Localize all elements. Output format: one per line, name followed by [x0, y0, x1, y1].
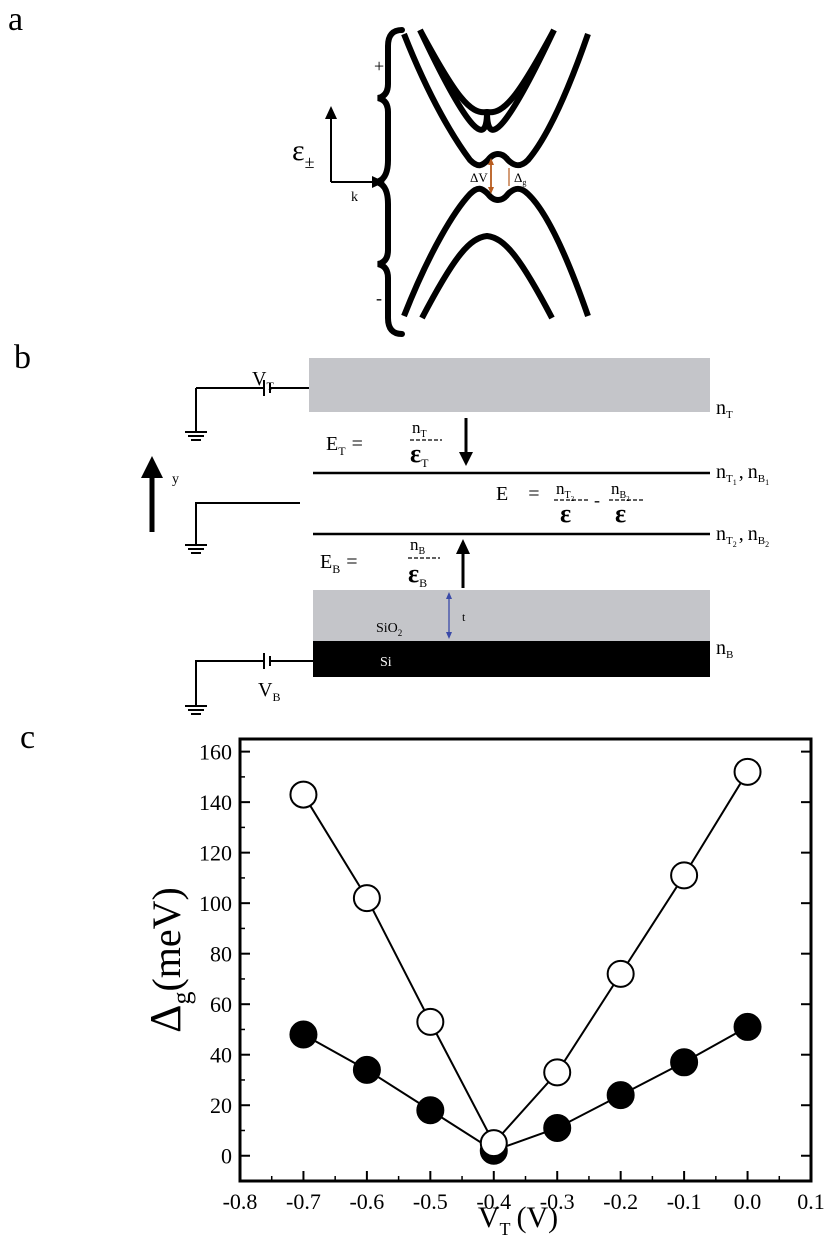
plot-frame — [238, 737, 813, 1183]
lower-band-mexican-hat — [401, 185, 591, 318]
si-label: Si — [380, 655, 392, 670]
open-circle-point — [289, 780, 318, 809]
sio2-layer — [313, 590, 710, 641]
delta-v-label: ΔV — [470, 170, 488, 185]
e-minus: - — [594, 490, 600, 510]
ground-icon — [185, 431, 207, 441]
eb-denominator: εB — [408, 559, 427, 590]
x-tick-label: -0.1 — [667, 1189, 702, 1214]
layer2-density-label: nT2, nB2 — [716, 523, 769, 549]
et-numerator: nT — [412, 418, 427, 440]
epsilon-label: ε± — [292, 134, 315, 172]
nb-label: nB — [716, 637, 733, 661]
ground-icon — [185, 705, 207, 715]
plus-label: + — [374, 56, 384, 76]
x-tick-label: 0.0 — [734, 1189, 762, 1214]
e-denominator-2: ε — [615, 499, 626, 528]
series-lines — [302, 771, 749, 1152]
open-circle-point — [733, 757, 762, 786]
e-numerator-1: nT2 — [556, 479, 575, 503]
x-tick-label: -0.4 — [476, 1189, 511, 1214]
panel-c: c -0.8 -0.7 -0.6 -0.5 -0.4 -0.3 -0.2 -0.1 0.0 0.1… — [20, 719, 825, 1239]
x-tick-label: -0.5 — [413, 1189, 448, 1214]
si-substrate — [313, 641, 710, 677]
t-label: t — [462, 610, 466, 624]
e-denominator-1: ε — [560, 499, 571, 528]
x-tick-label: -0.6 — [349, 1189, 384, 1214]
open-circle-point — [352, 884, 381, 913]
y-tick-label: 120 — [199, 841, 232, 866]
nt-label: nT — [716, 397, 733, 421]
filled-circle-point — [670, 1048, 699, 1077]
layer1-density-label: nT1, nB1 — [716, 461, 769, 487]
eb-numerator: nB — [410, 535, 426, 557]
filled-circle-point — [352, 1055, 381, 1084]
et-label: ET = — [326, 433, 363, 458]
lower-band-bottom — [419, 232, 555, 320]
y-tick-label: 100 — [199, 891, 232, 916]
filled-circle-point — [733, 1012, 762, 1041]
panel-a: a ε± k + - ΔV Δg — [8, 1, 591, 337]
x-tick-label: 0.1 — [797, 1189, 825, 1214]
ground-icon — [185, 544, 207, 554]
x-tick-label: -0.2 — [603, 1189, 638, 1214]
panel-b: b VT nT ET= nT εT y — [14, 339, 769, 715]
upper-band-top — [417, 28, 557, 116]
e-label: E = — [496, 483, 540, 505]
open-circle-point — [479, 1129, 508, 1158]
open-circle-point — [416, 1007, 445, 1036]
filled-circle-point — [543, 1113, 572, 1142]
k-label: k — [351, 190, 358, 205]
x-tick-label: -0.8 — [223, 1189, 258, 1214]
layer-ground-wire — [195, 502, 300, 545]
series-markers — [289, 757, 762, 1165]
panel-c-letter: c — [20, 719, 35, 756]
panel-a-letter: a — [8, 1, 23, 38]
et-denominator: εT — [410, 439, 429, 470]
y-tick-label: 80 — [210, 942, 232, 967]
x-tick-label: -0.7 — [286, 1189, 321, 1214]
minus-label: - — [376, 288, 382, 308]
y-tick-label: 0 — [221, 1144, 232, 1169]
filled-circle-point — [416, 1096, 445, 1125]
y-tick-label: 140 — [199, 790, 232, 815]
panel-b-letter: b — [14, 339, 31, 376]
open-circle-point — [606, 959, 635, 988]
sio2-label: SiO2 — [376, 621, 402, 638]
y-axis-label: Δg(meV) — [141, 887, 196, 1033]
y-label: y — [172, 472, 179, 487]
open-series-line — [302, 771, 749, 1145]
filled-circle-point — [606, 1081, 635, 1110]
vb-wire-left — [195, 660, 264, 706]
open-circle-point — [543, 1058, 572, 1087]
x-axis: -0.8 -0.7 -0.6 -0.5 -0.4 -0.3 -0.2 -0.1 0.0 0.1 — [223, 1171, 825, 1214]
filled-series-line — [302, 1026, 749, 1152]
x-axis-label: VT (V) — [478, 1201, 558, 1239]
vb-label: VB — [258, 679, 280, 704]
open-circle-point — [670, 861, 699, 890]
filled-circle-point — [289, 1020, 318, 1049]
y-axis: 0 20 40 60 80 100 120 140 160 — [199, 740, 811, 1169]
energy-axis-arrowhead — [325, 106, 337, 119]
y-tick-label: 20 — [210, 1093, 232, 1118]
x-tick-label: -0.3 — [540, 1189, 575, 1214]
eb-label: EB = — [320, 551, 358, 576]
y-tick-label: 60 — [210, 992, 232, 1017]
y-tick-label: 160 — [199, 740, 232, 765]
band-braces — [375, 27, 405, 337]
y-tick-label: 40 — [210, 1043, 232, 1068]
top-gate — [309, 358, 710, 412]
delta-g-label: Δg — [514, 170, 526, 187]
upper-band-mexican-hat — [401, 32, 591, 169]
e-numerator-2: nB2 — [611, 479, 630, 503]
